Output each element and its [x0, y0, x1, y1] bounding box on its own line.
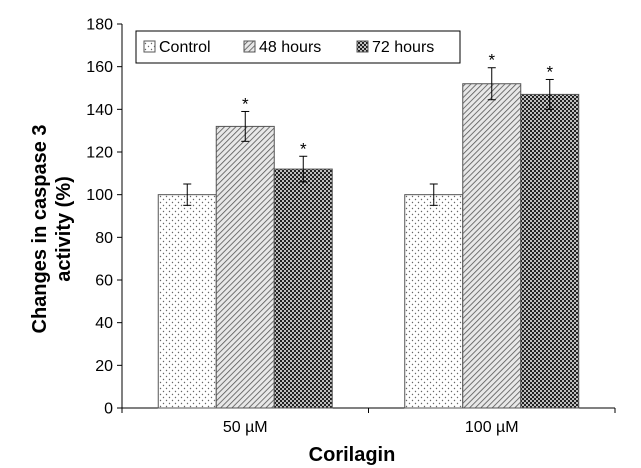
legend-label: Control: [159, 39, 211, 56]
significance-marker: *: [300, 139, 307, 158]
x-tick-label: 100 µM: [465, 419, 519, 436]
significance-marker: *: [242, 94, 249, 113]
bar: [273, 168, 333, 409]
bars-group: * * * *: [157, 51, 580, 409]
legend-box: [135, 30, 461, 64]
legend-label: 48 hours: [259, 39, 321, 56]
y-tick-label: 160: [86, 59, 113, 76]
bar: [215, 125, 275, 409]
bar: [404, 194, 464, 409]
y-tick-label: 40: [95, 315, 113, 332]
bar: [462, 83, 522, 409]
legend: Control 48 hours 72 hours: [135, 30, 461, 64]
y-tick-label: 0: [104, 401, 113, 418]
y-tick-label: 100: [86, 187, 113, 204]
y-axis-title-line-2: activity (%): [53, 176, 75, 282]
bar: [520, 93, 580, 409]
legend-swatch: [143, 40, 156, 53]
y-tick-label: 180: [86, 17, 113, 34]
significance-marker: *: [488, 51, 495, 70]
y-tick-label: 120: [86, 145, 113, 162]
x-axis: 50 µM 100 µM: [121, 407, 616, 436]
x-axis-title: Corilagin: [309, 444, 396, 466]
y-tick-label: 60: [95, 273, 113, 290]
legend-label: 72 hours: [372, 39, 434, 56]
y-tick-label: 80: [95, 230, 113, 247]
legend-swatch: [243, 40, 256, 53]
legend-swatch: [356, 40, 369, 53]
y-axis: 0 20 40 60 80 100 120 140 160 180: [86, 17, 123, 418]
y-axis-title-line-1: Changes in caspase 3: [29, 125, 51, 334]
y-tick-label: 20: [95, 358, 113, 375]
bar: [157, 194, 217, 409]
significance-marker: *: [546, 62, 553, 81]
x-tick-label: 50 µM: [223, 419, 268, 436]
y-tick-label: 140: [86, 102, 113, 119]
